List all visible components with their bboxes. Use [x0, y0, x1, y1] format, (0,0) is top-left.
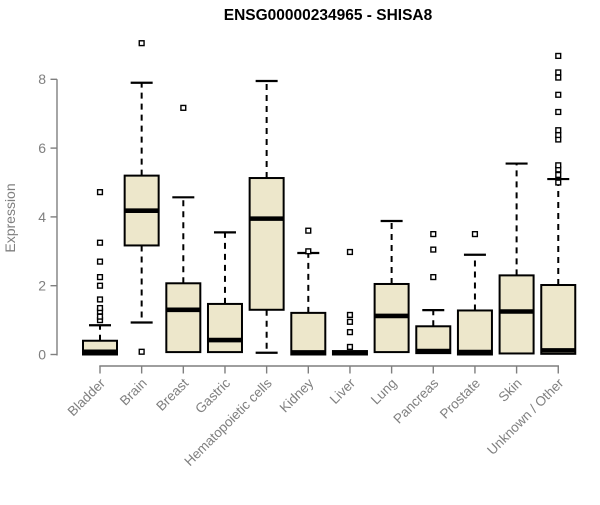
- outlier-point: [471, 230, 479, 238]
- y-tick-label: 2: [38, 278, 46, 294]
- outlier-point: [96, 274, 104, 281]
- outlier-point: [96, 282, 104, 289]
- x-category-label: Gastric: [192, 375, 233, 416]
- x-category-label: Kidney: [277, 375, 317, 415]
- outlier-point: [555, 69, 562, 76]
- iqr-box: [290, 311, 327, 356]
- outlier-point: [430, 274, 437, 281]
- outlier-point: [96, 313, 104, 320]
- outlier-point: [138, 348, 145, 355]
- outlier-point: [305, 227, 312, 234]
- outlier-point: [346, 248, 354, 256]
- outlier-point: [555, 162, 562, 169]
- box-group-liver: [331, 248, 368, 356]
- box-group-kidney: [290, 227, 327, 356]
- outlier-point: [305, 248, 312, 255]
- x-category-label: Prostate: [437, 376, 483, 422]
- outlier-point: [555, 74, 562, 81]
- y-tick-label: 4: [38, 209, 46, 225]
- chart-title: ENSG00000234965 - SHISA8: [224, 7, 433, 24]
- iqr-box: [165, 282, 202, 354]
- x-category-label: Skin: [496, 376, 525, 405]
- box-group-lung: [373, 219, 410, 354]
- outlier-point: [555, 91, 562, 98]
- outlier-point: [346, 343, 354, 351]
- iqr-box: [456, 309, 493, 356]
- box-group-skin: [498, 162, 535, 355]
- box-group-pancreas: [415, 230, 452, 355]
- outlier-point: [346, 329, 354, 336]
- x-category-label: Breast: [153, 375, 191, 413]
- iqr-box: [498, 274, 535, 355]
- box-group-bladder: [82, 189, 118, 356]
- x-category-label: Pancreas: [390, 375, 441, 426]
- outlier-point: [96, 296, 104, 303]
- x-category-label: Unknown / Other: [484, 375, 567, 458]
- outlier-point: [430, 246, 437, 253]
- outlier-point: [555, 171, 562, 179]
- y-axis-label: Expression: [2, 183, 18, 252]
- box-group-hematopoietic-cells: [248, 79, 285, 354]
- plot-area: 0 2 4 6 8 Bladder Brain Breast GastricHematopoie…: [38, 40, 577, 469]
- outlier-point: [96, 304, 104, 312]
- outlier-point: [346, 318, 354, 325]
- outlier-point: [96, 239, 104, 246]
- x-category-label: Brain: [117, 376, 150, 409]
- y-tick-label: 8: [38, 71, 46, 87]
- x-category-label: Liver: [327, 375, 359, 407]
- outlier-point: [555, 179, 562, 186]
- outlier-point: [180, 104, 187, 111]
- outlier-point: [555, 108, 562, 116]
- iqr-box: [206, 302, 243, 354]
- x-category-label: Bladder: [65, 375, 109, 419]
- x-category-label: Lung: [368, 376, 400, 408]
- outlier-point: [430, 230, 437, 238]
- box-group-unknown-other: [540, 52, 577, 355]
- outlier-point: [555, 127, 562, 134]
- outlier-point: [346, 311, 354, 319]
- y-tick-label: 0: [38, 346, 46, 362]
- iqr-box: [540, 284, 577, 355]
- iqr-box: [415, 325, 452, 355]
- box-group-breast: [165, 104, 202, 354]
- outlier-point: [138, 40, 145, 47]
- y-axis: 0 2 4 6 8: [38, 71, 58, 362]
- outlier-point: [96, 258, 104, 265]
- box-group-brain: [123, 40, 160, 355]
- outlier-point: [555, 131, 562, 139]
- y-tick-label: 6: [38, 140, 46, 156]
- outlier-point: [96, 189, 104, 196]
- iqr-box: [248, 177, 285, 311]
- box-group-gastric: [206, 231, 243, 354]
- box-group-prostate: [456, 230, 493, 356]
- outlier-point: [555, 52, 562, 60]
